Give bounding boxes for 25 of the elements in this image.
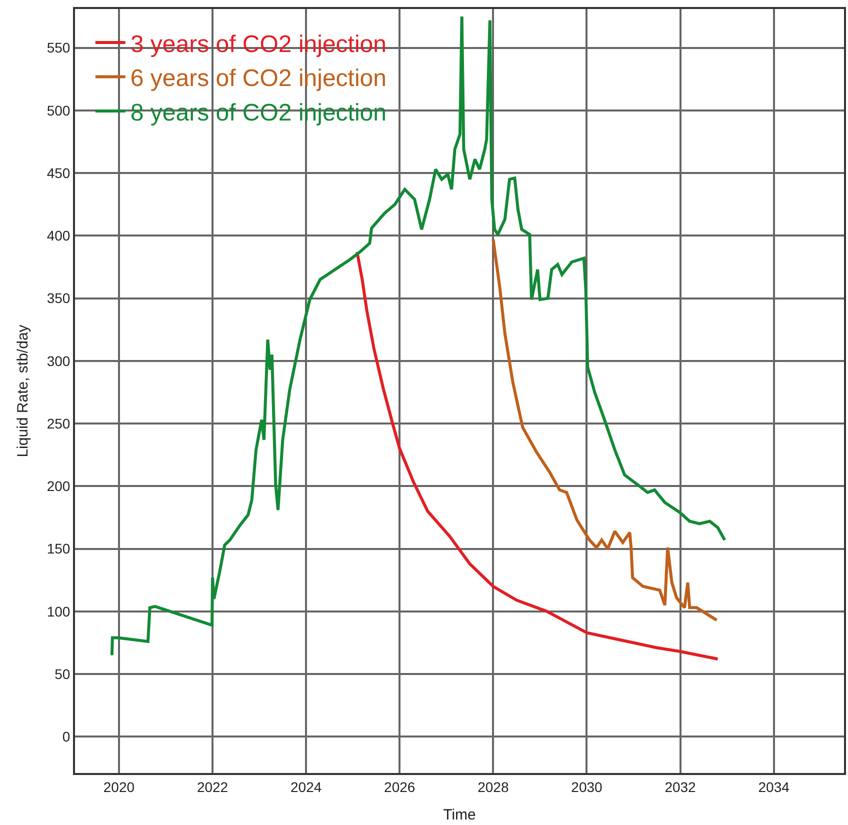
y-tick-label: 150	[46, 540, 70, 557]
y-tick-label: 500	[46, 102, 70, 118]
x-tick-label: 2028	[478, 778, 509, 795]
y-tick-label: 300	[46, 352, 70, 369]
y-tick-label: 350	[46, 290, 70, 306]
x-axis-title: Time	[443, 806, 476, 824]
x-tick-label: 2024	[290, 778, 322, 795]
x-tick-label: 2020	[103, 778, 135, 795]
x-tick-label: 2030	[571, 778, 603, 795]
y-tick-label: 100	[46, 603, 70, 620]
line-series	[492, 238, 718, 622]
y-tick-label: 0	[62, 728, 70, 745]
y-tick-label: 200	[46, 478, 70, 494]
x-tick-label: 2032	[664, 778, 696, 795]
y-axis-title: Liquid Rate, stb/day	[14, 324, 32, 458]
y-tick-label: 400	[46, 228, 70, 244]
y-tick-label: 450	[46, 164, 70, 181]
x-tick-label: 2034	[758, 778, 790, 795]
y-tick-label: 50	[54, 666, 70, 682]
x-tick-label: 2026	[384, 778, 416, 795]
x-tick-label: 2022	[196, 778, 228, 795]
y-tick-label: 550	[46, 40, 70, 56]
y-tick-label: 250	[46, 415, 70, 432]
line-series	[356, 250, 720, 661]
line-series	[110, 15, 726, 657]
